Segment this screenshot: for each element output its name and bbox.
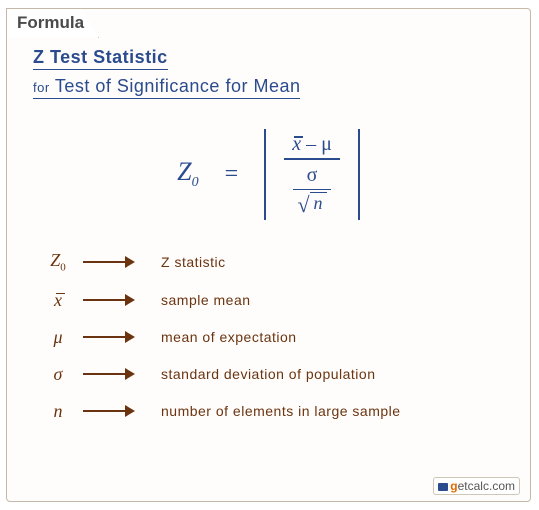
legend-row: n number of elements in large sample bbox=[33, 401, 504, 422]
card-content: Z Test Statistic for Test of Significanc… bbox=[33, 47, 504, 438]
lhs-sub: 0 bbox=[192, 176, 199, 191]
logo-rest: etcalc bbox=[458, 479, 489, 493]
sqrt-symbol: √ bbox=[297, 196, 309, 214]
title-line-2-wrap: for Test of Significance for Mean bbox=[33, 79, 300, 96]
sqrt-arg: n bbox=[310, 192, 327, 214]
formula-card: Formula Z Test Statistic for Test of Sig… bbox=[6, 8, 531, 502]
sigma-symbol: σ bbox=[307, 164, 318, 187]
legend-desc: sample mean bbox=[161, 292, 251, 308]
arrow-icon bbox=[83, 256, 143, 268]
logo-g: g bbox=[450, 479, 457, 493]
legend-desc: standard deviation of population bbox=[161, 366, 375, 382]
legend-row: x sample mean bbox=[33, 290, 504, 311]
card-tab: Formula bbox=[6, 8, 99, 38]
title-for: for bbox=[33, 80, 50, 95]
logo-tld: .com bbox=[489, 479, 515, 493]
main-fraction: x – μ σ √n bbox=[284, 133, 340, 216]
absolute-value: x – μ σ √n bbox=[264, 129, 360, 220]
title-line-2: for Test of Significance for Mean bbox=[33, 76, 300, 99]
inner-fraction: σ √n bbox=[293, 164, 331, 215]
legend-symbol: Z0 bbox=[33, 250, 83, 274]
denominator: σ √n bbox=[293, 162, 331, 217]
equals-sign: = bbox=[225, 161, 239, 188]
brand-logo: getcalc.com bbox=[433, 477, 520, 495]
mu-symbol: μ bbox=[321, 133, 332, 155]
legend-symbol: σ bbox=[33, 364, 83, 385]
formula-equation: Z0 = x – μ σ √n bbox=[33, 129, 504, 220]
legend-desc: number of elements in large sample bbox=[161, 403, 401, 419]
legend-row: Z0 Z statistic bbox=[33, 250, 504, 274]
minus: – bbox=[301, 133, 321, 155]
legend-desc: Z statistic bbox=[161, 254, 226, 270]
inner-fraction-line bbox=[293, 189, 331, 191]
legend-desc: mean of expectation bbox=[161, 329, 297, 345]
arrow-icon bbox=[83, 368, 143, 380]
logo-box-icon bbox=[438, 483, 448, 491]
title-line-1: Z Test Statistic bbox=[33, 47, 168, 70]
legend: Z0 Z statistic x sample mean μ mean of e… bbox=[33, 250, 504, 422]
formula-lhs: Z0 bbox=[177, 157, 198, 191]
x-bar-symbol: x bbox=[292, 133, 301, 156]
arrow-icon bbox=[83, 331, 143, 343]
fraction-line bbox=[284, 158, 340, 160]
title-block: Z Test Statistic for Test of Significanc… bbox=[33, 47, 504, 99]
numerator: x – μ bbox=[284, 133, 340, 156]
legend-symbol: n bbox=[33, 401, 83, 422]
legend-symbol: μ bbox=[33, 327, 83, 348]
legend-row: σ standard deviation of population bbox=[33, 364, 504, 385]
arrow-icon bbox=[83, 405, 143, 417]
lhs-base: Z bbox=[177, 157, 191, 186]
legend-symbol: x bbox=[33, 290, 83, 311]
legend-row: μ mean of expectation bbox=[33, 327, 504, 348]
arrow-icon bbox=[83, 294, 143, 306]
title-rest: Test of Significance for Mean bbox=[55, 76, 301, 96]
sqrt: √n bbox=[297, 192, 326, 214]
